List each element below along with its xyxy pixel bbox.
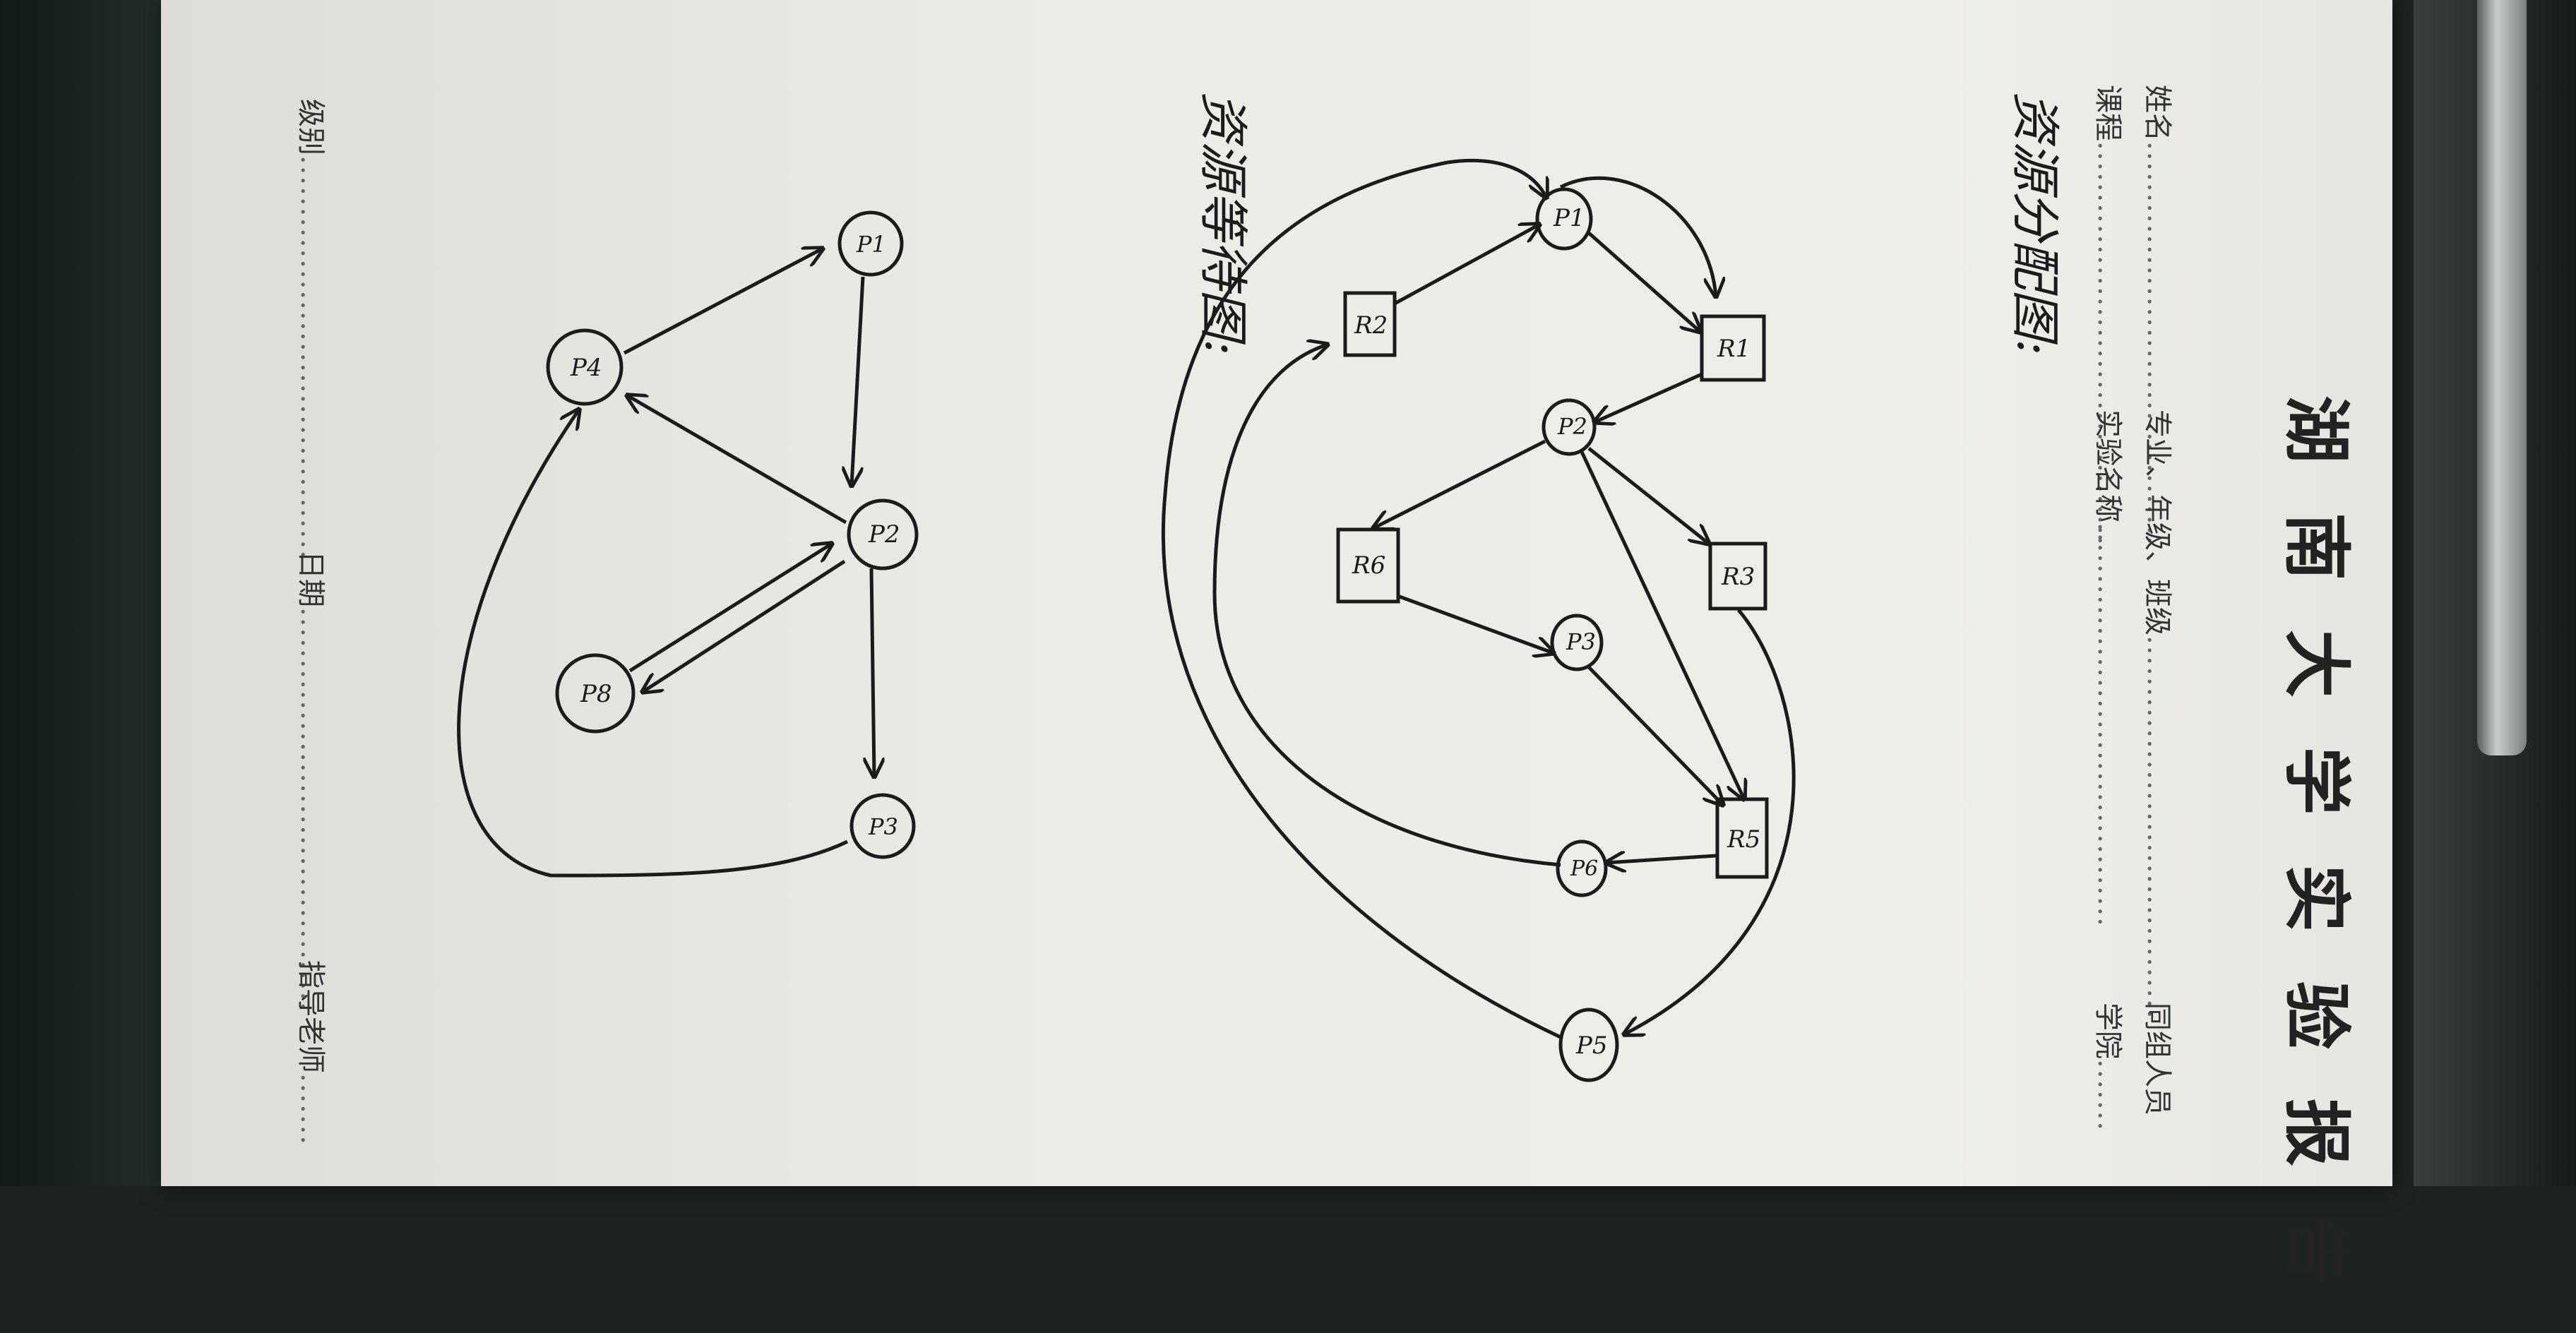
metal-edge	[2477, 0, 2527, 755]
svg-text:P8: P8	[580, 680, 612, 708]
svg-text:P2: P2	[1557, 413, 1587, 440]
svg-text:P1: P1	[856, 231, 886, 258]
graph-drawings: P1 R1 P2 R3 R2 R6 P3 R5 P6 P5 P1	[457, 159, 1796, 1082]
wait-node-P2	[847, 498, 919, 570]
node-R6	[1336, 527, 1400, 604]
svg-text:P2: P2	[868, 520, 900, 549]
node-R2	[1343, 291, 1397, 357]
wait-node-P4	[546, 328, 624, 406]
node-P5	[1558, 1008, 1619, 1082]
report-paper: 湖南大学实验报告 姓名.............................…	[161, 0, 2392, 1333]
desk-left	[0, 0, 184, 1186]
node-R1	[1700, 314, 1766, 382]
svg-text:R3: R3	[1721, 563, 1755, 591]
svg-text:P4: P4	[570, 354, 602, 382]
svg-text:P3: P3	[868, 813, 898, 840]
svg-text:R6: R6	[1352, 551, 1385, 580]
wait-node-P8	[555, 653, 636, 734]
svg-text:R1: R1	[1717, 335, 1751, 363]
svg-text:R2: R2	[1354, 311, 1388, 340]
wait-node-P3	[849, 793, 916, 859]
svg-text:R5: R5	[1727, 825, 1760, 854]
node-P2	[1542, 398, 1597, 456]
node-P1	[1535, 187, 1593, 251]
allocation-graph: P1 R1 P2 R3 R2 R6 P3 R5 P6 P5	[1161, 159, 1796, 1082]
svg-text:P6: P6	[1570, 856, 1598, 881]
node-R3	[1708, 542, 1767, 611]
svg-text:P5: P5	[1575, 1032, 1608, 1060]
svg-text:P3: P3	[1566, 628, 1596, 655]
wait-node-P1	[837, 210, 904, 277]
svg-text:P1: P1	[1553, 204, 1585, 232]
wait-graph: P1 P4 P2 P8 P3	[457, 210, 919, 878]
